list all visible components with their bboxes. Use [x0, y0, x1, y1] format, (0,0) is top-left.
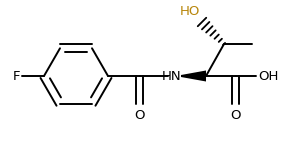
Text: OH: OH — [258, 69, 278, 83]
Polygon shape — [181, 71, 206, 81]
Text: O: O — [135, 109, 145, 122]
Text: F: F — [12, 69, 20, 83]
Text: HN: HN — [162, 69, 182, 83]
Text: HO: HO — [180, 5, 200, 18]
Text: O: O — [231, 109, 241, 122]
